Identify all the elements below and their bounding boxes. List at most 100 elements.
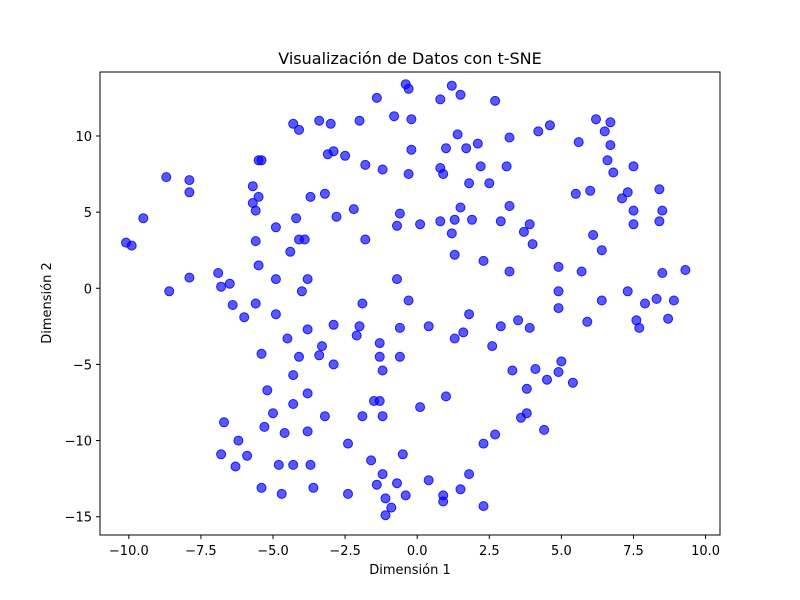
data-point [400,490,411,501]
y-tick-label: 0 [84,282,92,297]
data-point [495,216,506,227]
data-point [299,234,310,245]
data-point [487,341,498,352]
data-point [553,367,564,377]
data-point [438,496,449,507]
data-point [305,191,316,202]
data-point [449,214,460,225]
data-point [279,428,290,438]
data-point [452,129,463,140]
data-point [591,114,601,125]
data-point [490,95,501,106]
data-point [164,286,175,297]
data-point [250,205,261,216]
data-point [501,161,512,172]
data-point [380,493,391,504]
data-point [441,391,451,402]
data-point [392,220,402,231]
data-point [288,399,299,409]
data-point [504,201,515,211]
data-point [539,424,550,435]
data-point [288,118,299,129]
data-point [478,255,489,266]
data-point [230,461,241,472]
y-axis: −15 −10 −5 0 5 10 [65,130,100,526]
x-tick-label: −2.5 [329,544,361,559]
data-point [455,89,466,100]
data-point [294,124,304,135]
data-point [573,137,584,148]
data-point [360,234,371,245]
data-point [392,274,402,285]
data-point [377,164,388,175]
data-point [403,295,414,306]
data-point [184,187,195,198]
data-point [319,411,330,422]
data-point [328,146,339,157]
chart-title: Visualización de Datos con t-SNE [278,49,541,68]
data-point [314,350,325,361]
x-tick-label: −5.0 [257,544,289,559]
data-point [504,266,515,277]
data-point [475,161,486,172]
data-point [351,330,362,341]
data-point [472,138,483,149]
data-point [513,315,524,326]
y-tick-label: −5 [73,358,92,373]
data-point [570,188,581,199]
data-point [377,411,388,422]
data-point [654,216,665,227]
data-point [467,214,477,225]
data-point [556,356,567,367]
data-point [406,144,417,155]
data-point [242,450,253,461]
data-point [582,316,593,327]
data-point [507,365,518,376]
data-point [302,274,313,285]
data-point [446,228,457,239]
data-point [314,115,325,126]
data-point [331,211,342,222]
data-point [553,286,564,297]
data-point [634,322,645,333]
data-point [250,236,261,247]
data-point [657,205,668,216]
data-point [296,286,307,297]
data-point [348,204,359,215]
data-point [213,268,224,278]
data-point [464,178,475,189]
data-point [663,313,674,324]
data-point [302,426,313,437]
data-point [458,327,469,338]
data-point [319,188,330,199]
x-tick-label: 0.0 [407,544,428,559]
data-point [247,181,258,192]
data-point [270,309,281,320]
data-point [184,272,195,283]
data-point [585,185,596,196]
data-point [270,274,281,285]
data-point [340,150,351,161]
data-point [449,333,460,344]
y-tick-label: −10 [65,435,92,450]
data-point [521,408,532,419]
y-tick-label: −15 [65,511,92,526]
data-point [270,222,281,233]
data-point [455,202,466,213]
data-point [328,359,339,370]
data-point [602,155,613,166]
data-point [317,341,327,352]
data-point [138,213,149,224]
data-point [288,370,299,381]
data-point [285,246,296,257]
data-point [441,143,451,154]
data-point [216,281,227,292]
points-layer [121,79,691,521]
data-point [357,411,368,422]
data-point [605,140,616,151]
data-point [651,293,662,304]
data-point [524,322,535,333]
data-point [302,324,313,335]
data-point [343,488,353,499]
data-point [435,216,446,227]
